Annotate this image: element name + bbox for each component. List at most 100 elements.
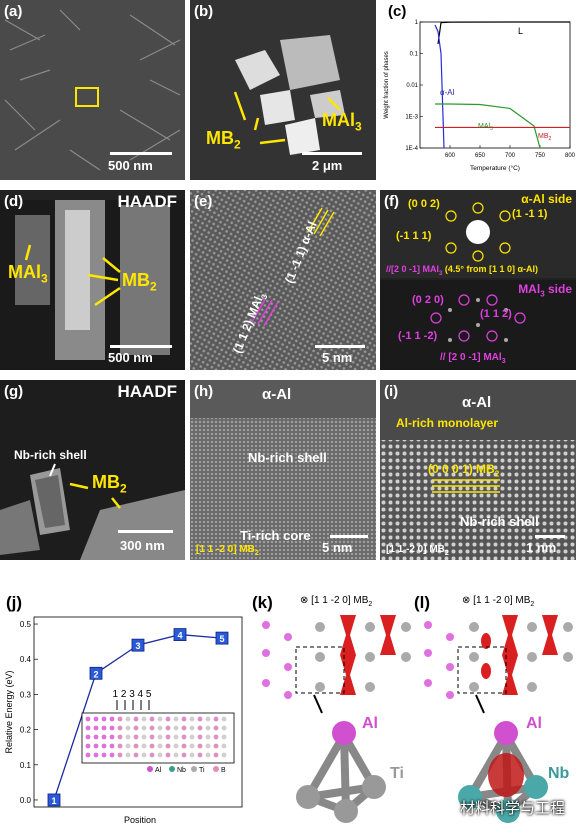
alpha-al-label: α-Al <box>462 394 492 411</box>
nb-atom-label: Nb <box>548 765 570 782</box>
zone-axis-label: [1 1 -2 0] MB2 <box>386 544 449 557</box>
scale-bar <box>118 530 173 533</box>
inset-atom <box>125 752 131 758</box>
inset-atom <box>133 743 139 749</box>
inset-atom <box>93 716 99 722</box>
panel-a: (a) 500 nm <box>0 0 185 180</box>
inset-atom <box>157 716 163 722</box>
inset-atom <box>189 752 195 758</box>
panel-label: (k) <box>252 593 273 612</box>
series-line-1 <box>434 24 445 149</box>
inset-atom <box>93 725 99 731</box>
plot-area <box>33 616 243 808</box>
series-label-mb2: MB2 <box>538 133 552 142</box>
zone-axis-label: //[2 0 -1] MAl3 (4.5° from [1 1 0] α-Al) <box>386 264 539 277</box>
scale-bar-label: 1 nm <box>526 540 557 555</box>
panel-label: (f) <box>384 193 399 210</box>
inset-atom <box>165 734 171 740</box>
x-tick-label: 650 <box>475 153 486 159</box>
energy-point <box>215 631 229 645</box>
inset-atom <box>125 734 131 740</box>
haadf-image-d <box>0 190 185 370</box>
basal-plane-label: (0 0 0 1) MB2 <box>428 462 500 479</box>
inset-atom <box>205 725 211 731</box>
inset-atom <box>213 752 219 758</box>
inset-atom <box>157 743 163 749</box>
inset-atom <box>85 743 91 749</box>
energy-point <box>173 628 187 641</box>
panel-label: (d) <box>4 193 24 210</box>
panel-label: (g) <box>4 383 24 400</box>
inset-atom <box>197 716 203 722</box>
inset-atom <box>173 743 179 749</box>
spot-1m11: (1 -1 1) <box>512 208 548 220</box>
y-axis-label: Relative Energy (eV) <box>4 670 14 753</box>
spot-002: (0 0 2) <box>408 198 440 210</box>
inset-atom <box>101 725 107 731</box>
scale-bar <box>110 345 172 348</box>
scale-bar <box>330 535 368 538</box>
inset-atom <box>221 752 227 758</box>
series-label-aal: α-Al <box>440 88 455 97</box>
inset-atom <box>141 716 147 722</box>
inset-atom <box>213 725 219 731</box>
panel-h: (h) α-Al Nb-rich shell Ti-rich core [1 1… <box>190 380 376 560</box>
y-tick-label: 0.5 <box>20 620 32 629</box>
spot-m11m2: (-1 1 -2) <box>398 330 438 342</box>
inset-atom <box>109 752 115 758</box>
mb2-label: MB2 <box>92 472 127 496</box>
inset-atom <box>149 752 155 758</box>
legend-swatch <box>169 766 175 772</box>
inset-atom <box>189 743 195 749</box>
inset-atom <box>205 752 211 758</box>
legend-label: Ti <box>199 767 205 774</box>
inset-atom <box>197 743 203 749</box>
inset-atom <box>93 734 99 740</box>
inset-atom <box>181 752 187 758</box>
energy-point <box>89 666 103 680</box>
x-tick-label: 700 <box>505 153 516 159</box>
inset-atom <box>221 734 227 740</box>
panel-l: (l) ⊗ [1 1 -2 0] MB2 Al Nb <box>414 575 576 827</box>
spot-112: (1 1 2) <box>480 308 512 320</box>
inset-atom <box>85 734 91 740</box>
inset-atom <box>125 743 131 749</box>
inset-atom <box>141 734 147 740</box>
inset-atom <box>125 725 131 731</box>
legend-swatch <box>213 766 219 772</box>
inset-atom <box>197 734 203 740</box>
arrows-b <box>233 91 341 145</box>
inset-atom <box>157 734 163 740</box>
al-rich-monolayer-label: Al-rich monolayer <box>396 416 499 430</box>
panel-label: (i) <box>384 383 399 400</box>
x-tick-label: 600 <box>445 153 456 159</box>
inset-atom <box>93 752 99 758</box>
inset-atom <box>165 725 171 731</box>
energy-point-label: 4 <box>177 631 182 641</box>
inset-atom <box>133 752 139 758</box>
panel-label: (a) <box>4 3 23 20</box>
atomic-model-k <box>262 615 411 823</box>
legend-label: B <box>221 767 226 774</box>
y-tick-label: 1E-4 <box>405 146 418 152</box>
sem-micrograph-a <box>0 0 185 180</box>
watermark: 材料科学与工程 <box>460 800 566 817</box>
inset-atom <box>93 743 99 749</box>
nb-rich-shell-label: Nb-rich shell <box>14 448 87 462</box>
energy-point-label: 2 <box>93 669 98 679</box>
inset-atom <box>149 716 155 722</box>
inset-atom <box>173 734 179 740</box>
energy-point-label: 3 <box>135 641 140 651</box>
atomic-model-l <box>424 615 573 823</box>
haadf-tag: HAADF <box>117 192 178 211</box>
inset-atom <box>181 716 187 722</box>
x-axis-label: Position <box>124 815 156 825</box>
y-tick-label: 0.1 <box>410 52 419 58</box>
mai3-label: MAl3 <box>322 110 362 134</box>
series-label-mai3: MAl3 <box>478 123 493 132</box>
panel-label: (c) <box>388 3 407 20</box>
inset-atom <box>213 734 219 740</box>
energy-point-label: 1 <box>51 796 56 806</box>
alpha-al-side-label: α-Al side <box>521 192 572 206</box>
hrtem-image-e <box>190 190 376 370</box>
